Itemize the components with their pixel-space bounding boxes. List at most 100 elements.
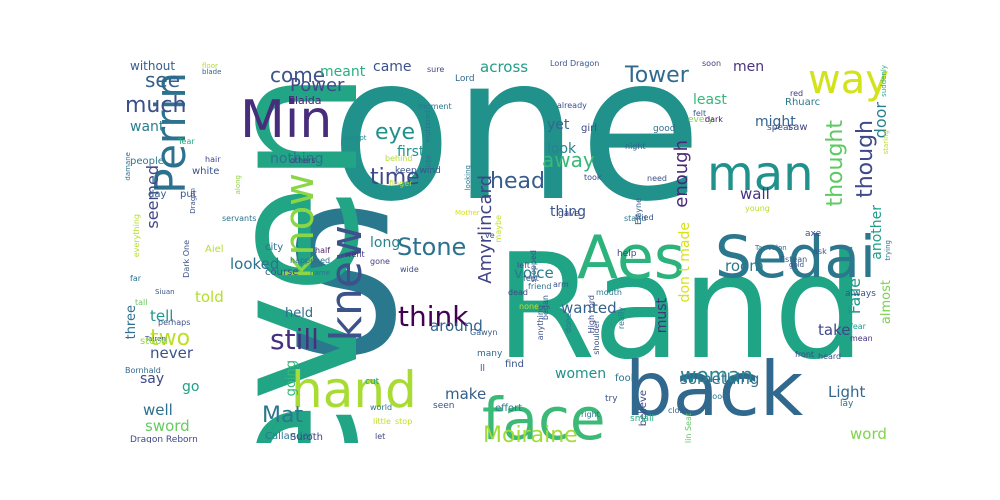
word-65: never: [150, 344, 194, 362]
word-75: men: [733, 60, 765, 75]
word-158: Estean: [780, 255, 808, 264]
word-137: stop: [395, 417, 413, 426]
word-73: sword: [145, 417, 190, 435]
word-164: Tar Valon: [755, 244, 787, 252]
word-80: Elaida: [288, 94, 322, 107]
word-129: Bornhald: [125, 366, 161, 375]
word-182: maybe: [494, 215, 503, 243]
word-185: finger: [389, 179, 413, 188]
word-3: Rand: [495, 223, 866, 392]
word-66: women: [555, 366, 607, 382]
word-117: happened: [290, 256, 331, 265]
word-37: another: [869, 205, 885, 260]
word-159: ask: [813, 247, 827, 256]
word-64: around: [430, 317, 483, 335]
word-25: much: [125, 93, 187, 118]
word-20: woman: [680, 363, 754, 387]
word-118: city: [265, 242, 284, 253]
word-29: away: [542, 148, 595, 172]
word-134: cut: [365, 377, 380, 387]
word-143: effort: [495, 403, 523, 414]
word-96: girl: [581, 123, 598, 134]
word-141: ll: [480, 364, 486, 374]
word-21: head: [490, 169, 545, 194]
word-42: going: [284, 360, 299, 397]
word-95: good: [653, 124, 676, 134]
word-63: held: [285, 306, 314, 321]
word-165: stand: [624, 214, 647, 223]
word-119: Aiel: [205, 244, 224, 255]
word-188: looking: [464, 165, 472, 191]
word-186: Mother: [455, 209, 480, 217]
word-127: Tairen: [145, 335, 166, 343]
word-82: Lord Dragon: [550, 60, 600, 68]
word-69: say: [140, 371, 165, 387]
word-193: Dragon: [189, 188, 197, 214]
word-39: must: [654, 298, 670, 334]
word-121: gone: [370, 257, 390, 266]
word-59: looked: [230, 255, 280, 273]
word-84: red: [790, 89, 804, 98]
word-57: voice: [514, 264, 554, 282]
word-45: look: [547, 141, 577, 157]
word-191: name: [310, 269, 330, 277]
word-43: nothing: [270, 151, 324, 167]
word-103: hair: [205, 155, 221, 164]
word-120: course: [265, 267, 299, 278]
word-153: front: [795, 350, 815, 359]
word-98: dark: [705, 115, 723, 124]
word-100: Tear: [178, 137, 195, 146]
word-89: every: [688, 115, 714, 125]
word-48: might: [755, 114, 796, 130]
word-52: Power: [290, 75, 345, 96]
word-58: long: [370, 235, 401, 251]
word-189: everything: [132, 214, 141, 258]
word-161: gold: [789, 261, 805, 269]
word-113: servants: [222, 214, 257, 223]
word-147: try: [605, 394, 618, 404]
word-81: sure: [427, 65, 445, 74]
word-27: see: [145, 68, 181, 92]
word-149: close: [668, 406, 689, 415]
word-162: young: [745, 204, 770, 213]
word-190: Dark One: [182, 240, 191, 278]
word-79: blade: [202, 68, 222, 76]
word-139: Gawyn: [470, 328, 498, 337]
word-90: Rhuarc: [785, 97, 821, 108]
word-172: none: [519, 302, 539, 311]
word-183: ve: [485, 231, 495, 240]
word-74: word: [850, 425, 887, 443]
word-184: side: [424, 155, 433, 172]
word-168: left: [517, 261, 530, 270]
word-17: still: [270, 323, 319, 356]
word-99: except: [343, 134, 367, 142]
word-192: along: [234, 175, 242, 195]
word-135: world: [370, 403, 393, 412]
word-108: night: [625, 142, 646, 151]
word-133: let: [375, 432, 386, 441]
word-105: others: [290, 156, 316, 165]
word-167: help: [617, 249, 637, 259]
word-104: white: [192, 166, 220, 177]
word-5: Aes: [577, 223, 686, 293]
word-24: Tower: [625, 63, 689, 88]
word-111: day: [148, 189, 167, 200]
word-170: friend: [528, 282, 552, 291]
word-50: across: [480, 60, 529, 76]
word-124: Siuan: [155, 288, 175, 296]
word-6: Sedai: [715, 223, 876, 291]
word-15: Moiraine: [483, 423, 578, 444]
word-40: almost: [879, 280, 894, 325]
word-151: blood: [705, 392, 728, 401]
word-154: heard: [818, 352, 842, 361]
word-78: floor: [202, 62, 218, 70]
word-60: wanted: [561, 299, 617, 317]
word-68: Light: [828, 383, 866, 401]
word-112: put: [180, 189, 197, 200]
word-187: muttered: [424, 110, 432, 143]
word-85: Lord: [455, 74, 475, 84]
word-93: staring: [882, 130, 890, 155]
word-70: go: [182, 379, 200, 395]
word-160: axe: [805, 229, 822, 239]
word-109: took: [584, 173, 602, 182]
